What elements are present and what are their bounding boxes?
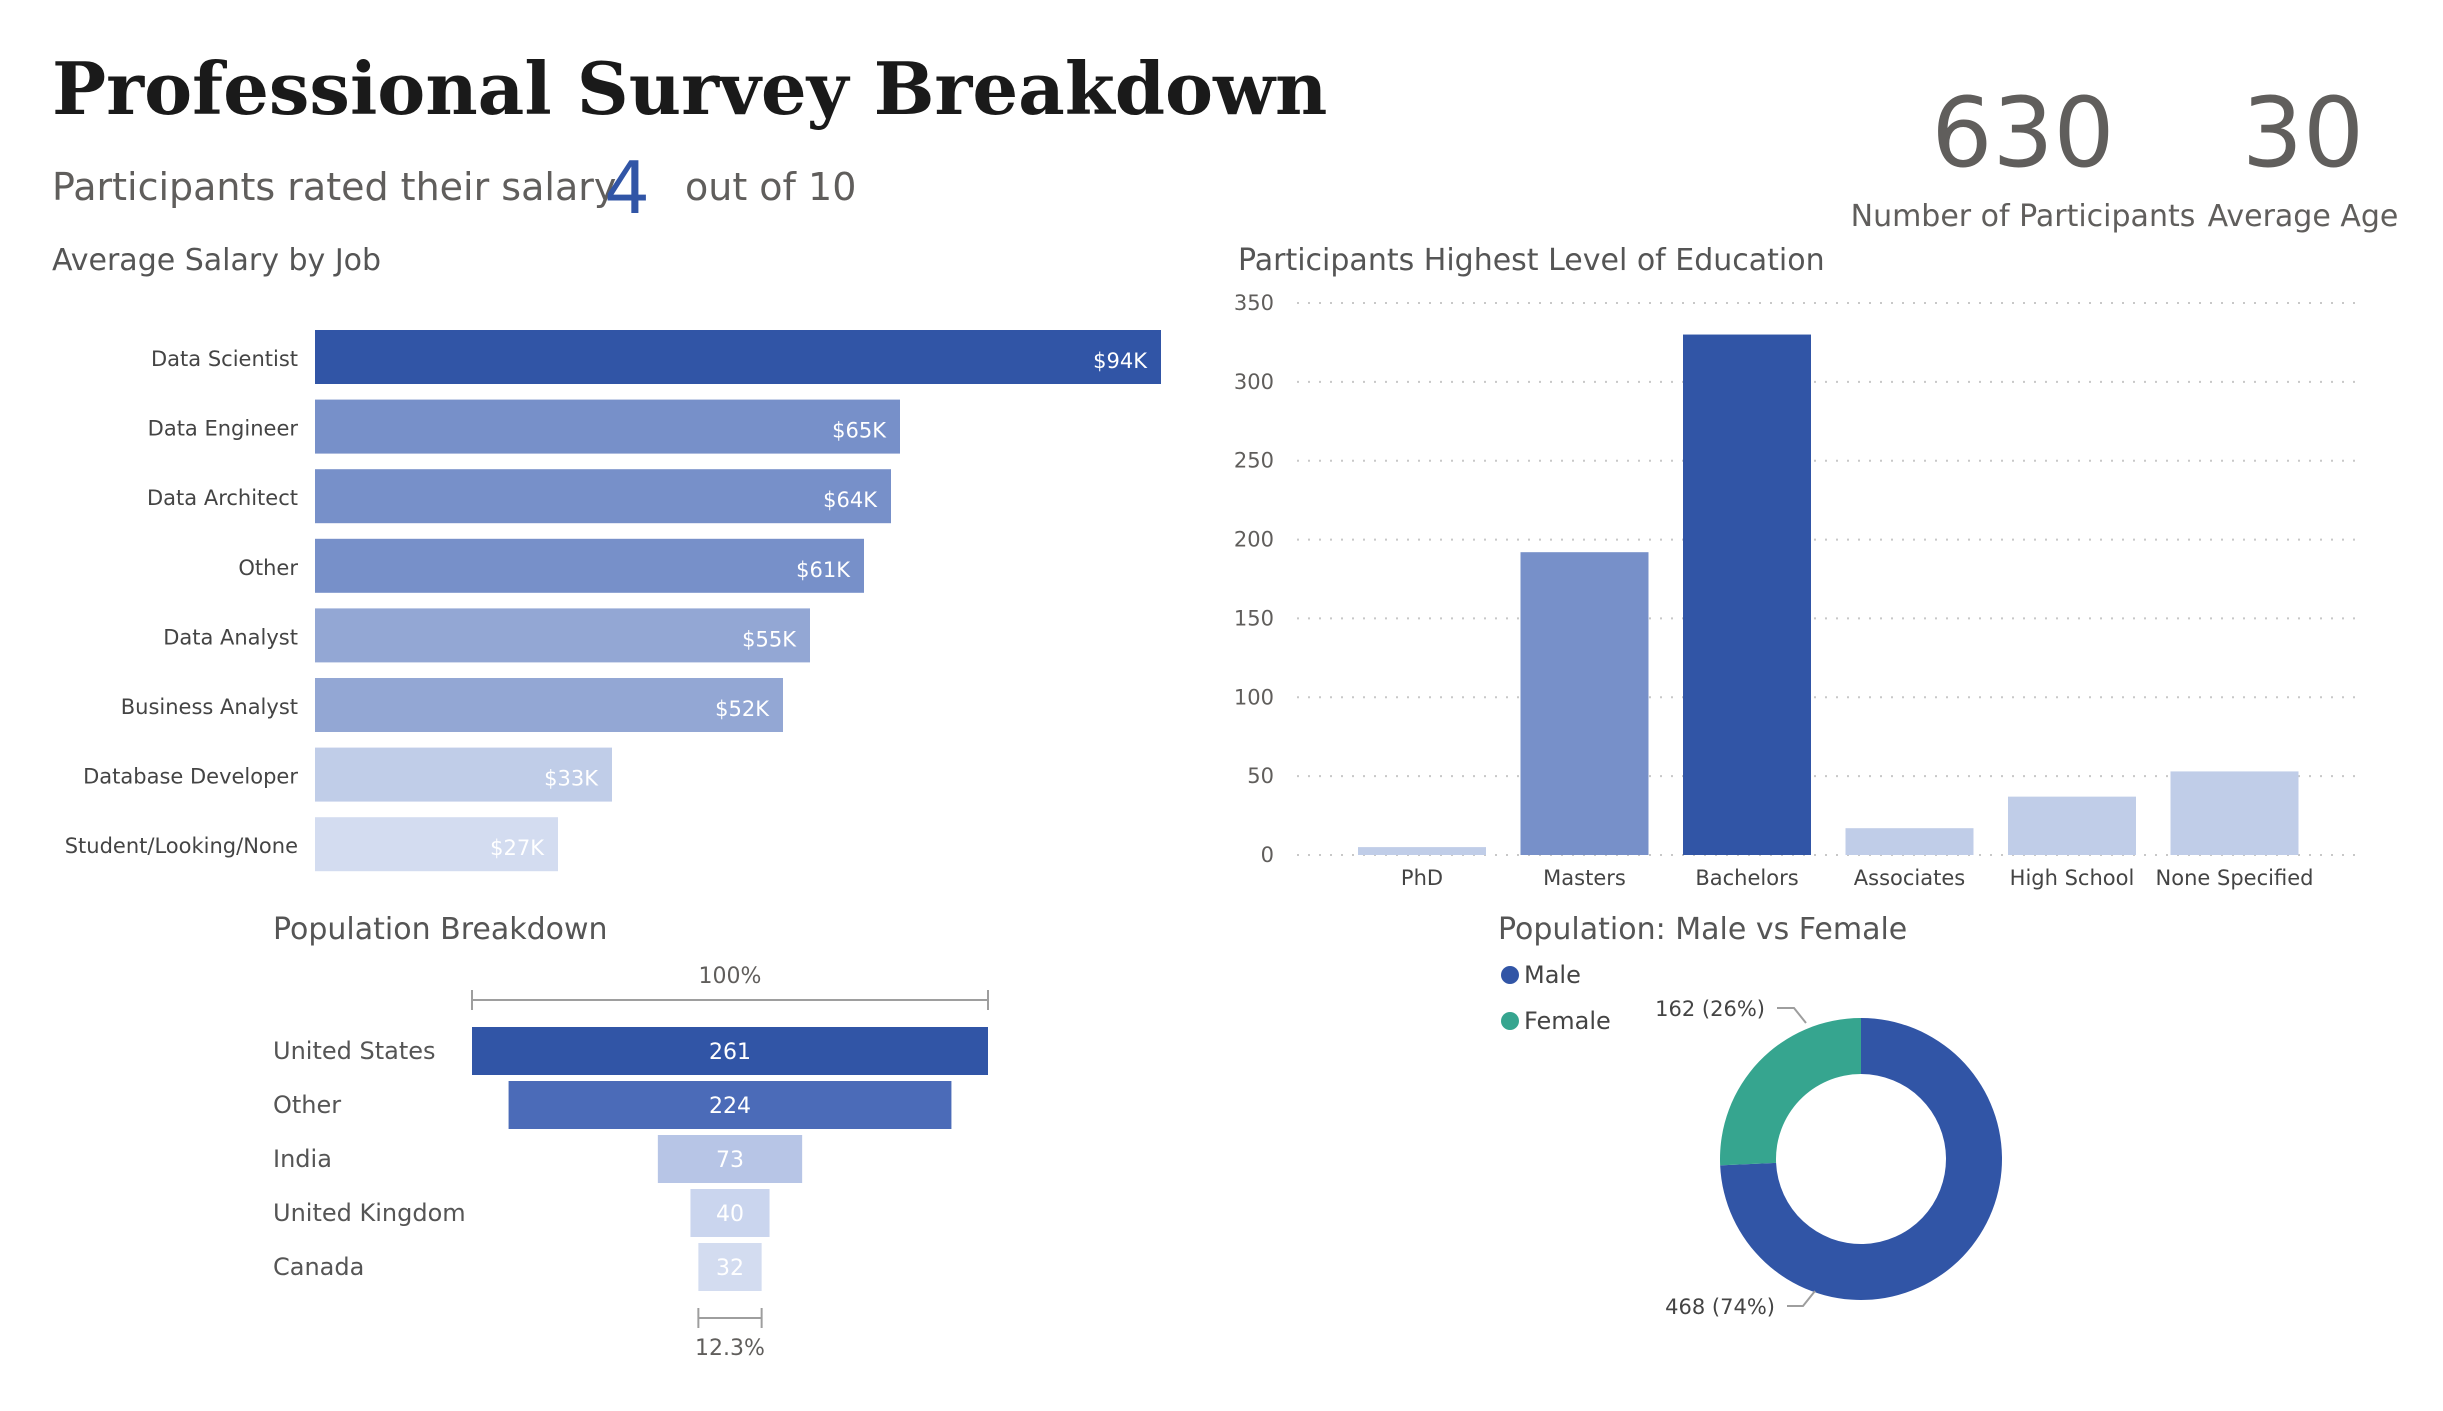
y-tick-label: 0 (1261, 843, 1274, 867)
salary-bar[interactable] (315, 608, 810, 663)
funnel-value-label: 32 (716, 1256, 744, 1281)
education-chart-title: Participants Highest Level of Education (1238, 243, 1825, 278)
salary-rating-value: 4 (604, 146, 650, 230)
salary-value-label: $52K (715, 697, 770, 721)
gender-chart-title: Population: Male vs Female (1498, 912, 1907, 947)
kpi-average-age-value: 30 (2242, 77, 2364, 189)
funnel-bar[interactable] (657, 1135, 803, 1183)
salary-category-label: Data Engineer (148, 417, 299, 441)
funnel-category-label: United States (273, 1037, 436, 1065)
salary-bar[interactable] (315, 817, 558, 872)
donut-slice-male[interactable] (1720, 1018, 2002, 1300)
salary-category-label: Data Scientist (151, 347, 298, 371)
education-bar[interactable] (1683, 334, 1811, 855)
salary-category-label: Data Analyst (163, 625, 298, 649)
salary-bar[interactable] (315, 678, 783, 732)
funnel-category-label: Other (273, 1091, 341, 1119)
salary-value-label: $55K (742, 627, 797, 651)
kpi-average-age-label: Average Age (2208, 199, 2399, 234)
kpi-average-age: 30 Average Age (2208, 77, 2399, 234)
salary-bar[interactable] (315, 747, 612, 802)
salary-value-label: $33K (544, 767, 599, 791)
salary-rating-prefix: Participants rated their salary (52, 165, 616, 209)
kpi-participants-label: Number of Participants (1851, 199, 2196, 234)
y-tick-label: 50 (1247, 764, 1274, 788)
education-bar[interactable] (1845, 828, 1974, 855)
salary-rating-suffix: out of 10 (685, 165, 856, 209)
donut-leader-line (1777, 1007, 1807, 1024)
y-tick-label: 250 (1234, 449, 1274, 473)
salary-bar[interactable] (315, 399, 900, 454)
donut-leader-line (1787, 1290, 1816, 1307)
salary-bar[interactable] (315, 469, 891, 524)
legend-label[interactable]: Female (1524, 1007, 1611, 1035)
x-category-label: Masters (1543, 866, 1626, 890)
salary-category-label: Database Developer (83, 765, 298, 789)
kpi-participants-value: 630 (1931, 77, 2114, 189)
x-category-label: High School (2010, 866, 2135, 890)
donut-label-female: 162 (26%) (1655, 997, 1765, 1021)
funnel-category-label: Canada (273, 1253, 364, 1281)
salary-value-label: $94K (1093, 349, 1148, 373)
kpi-participants: 630 Number of Participants (1851, 77, 2196, 234)
salary-value-label: $64K (823, 488, 878, 512)
education-level-chart[interactable]: Participants Highest Level of Education … (1234, 243, 2362, 890)
x-category-label: PhD (1401, 866, 1443, 890)
x-category-label: Associates (1854, 866, 1965, 890)
salary-category-label: Student/Looking/None (65, 834, 298, 858)
funnel-bar[interactable] (508, 1081, 952, 1129)
funnel-bottom-percent: 12.3% (695, 1336, 765, 1361)
funnel-value-label: 40 (716, 1202, 744, 1227)
legend-label[interactable]: Male (1524, 961, 1581, 989)
education-bar[interactable] (2008, 796, 2136, 855)
salary-value-label: $27K (490, 836, 545, 860)
page-title: Professional Survey Breakdown (52, 46, 1327, 131)
funnel-category-label: United Kingdom (273, 1199, 466, 1227)
funnel-category-label: India (273, 1145, 332, 1173)
y-tick-label: 350 (1234, 291, 1274, 315)
y-tick-label: 100 (1234, 685, 1274, 709)
salary-bar[interactable] (315, 330, 1161, 384)
legend-marker (1501, 1012, 1519, 1030)
funnel-value-label: 224 (709, 1094, 751, 1119)
x-category-label: None Specified (2156, 866, 2314, 890)
funnel-top-percent: 100% (699, 964, 762, 989)
salary-chart-title: Average Salary by Job (52, 243, 381, 278)
x-category-label: Bachelors (1695, 866, 1798, 890)
donut-slice-female[interactable] (1719, 1018, 1861, 1166)
y-tick-label: 300 (1234, 370, 1274, 394)
funnel-value-label: 261 (709, 1040, 751, 1065)
legend-marker (1501, 966, 1519, 984)
salary-value-label: $65K (832, 419, 887, 443)
gender-donut-chart[interactable]: Population: Male vs Female Male Female 162… (1498, 912, 2002, 1319)
funnel-bar[interactable] (472, 1027, 988, 1075)
salary-category-label: Data Architect (147, 486, 298, 510)
population-chart-title: Population Breakdown (273, 912, 608, 947)
education-bar[interactable] (2170, 771, 2299, 855)
funnel-value-label: 73 (716, 1148, 744, 1173)
population-breakdown-chart[interactable]: Population Breakdown 100% 261 United State… (273, 912, 989, 1361)
y-tick-label: 150 (1234, 606, 1274, 630)
funnel-bar[interactable] (690, 1189, 770, 1237)
salary-category-label: Business Analyst (121, 695, 298, 719)
donut-label-male: 468 (74%) (1665, 1295, 1775, 1319)
funnel-bar[interactable] (698, 1243, 762, 1291)
salary-value-label: $61K (796, 558, 851, 582)
salary-category-label: Other (238, 556, 298, 580)
education-bar[interactable] (1520, 552, 1649, 855)
y-tick-label: 200 (1234, 528, 1274, 552)
salary-by-job-chart[interactable]: Average Salary by Job Data Scientist $94K… (52, 243, 1161, 872)
education-bar[interactable] (1358, 847, 1486, 855)
salary-bar[interactable] (315, 538, 864, 593)
